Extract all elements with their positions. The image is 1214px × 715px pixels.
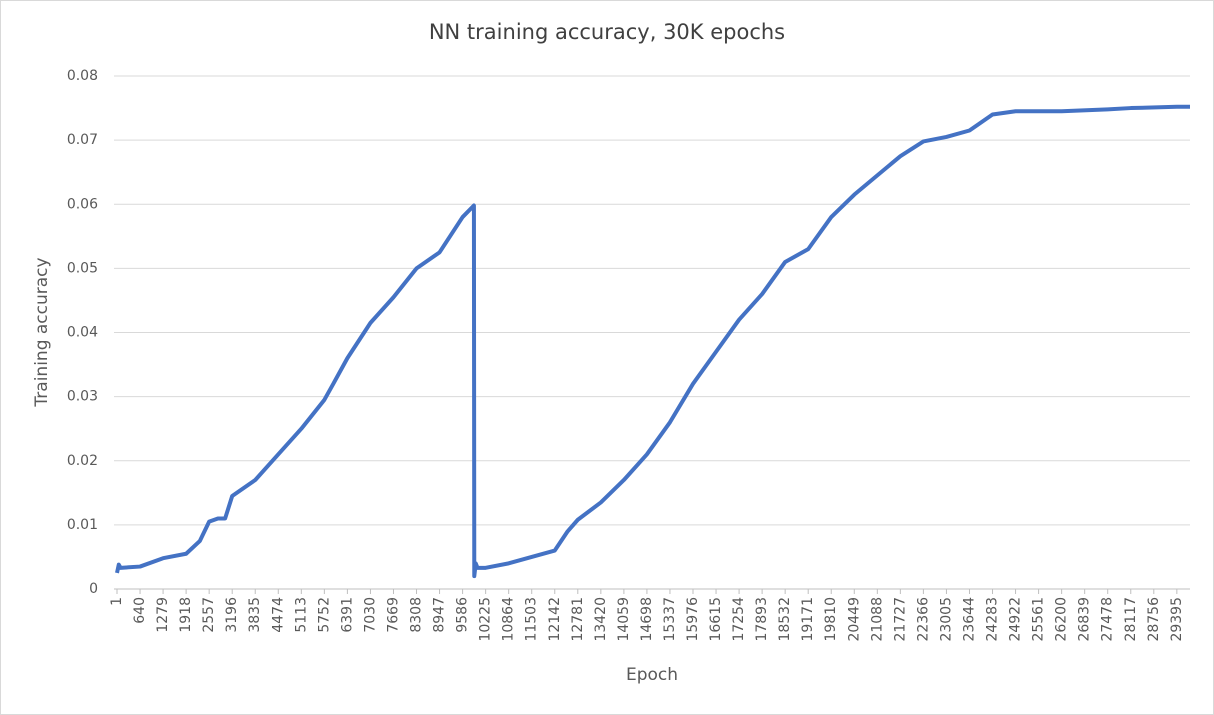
x-tick-label: 14059 (616, 597, 632, 642)
x-tick-label: 10225 (478, 597, 494, 642)
x-tick-label: 20449 (846, 597, 862, 642)
y-tick-label: 0.04 (67, 325, 98, 341)
x-tick-label: 21727 (892, 597, 908, 642)
x-tick-label: 22366 (915, 597, 931, 642)
y-tick-label: 0.02 (67, 453, 98, 469)
x-tick-label: 29395 (1169, 597, 1185, 642)
x-tick-label: 8308 (409, 597, 425, 633)
x-tick-label: 7030 (362, 597, 378, 633)
data-line (115, 104, 1190, 579)
x-tick-label: 15976 (685, 597, 701, 642)
x-tick-label: 5113 (293, 597, 309, 633)
x-tick-label: 28117 (1123, 597, 1139, 642)
x-tick-label: 14698 (639, 597, 655, 642)
x-tick-label: 18532 (777, 597, 793, 642)
x-tick-label: 9586 (455, 597, 471, 633)
x-tick-label: 11503 (524, 597, 540, 642)
x-tick-label: 3196 (224, 597, 240, 633)
x-tick-label: 1 (109, 597, 125, 606)
y-tick-label: 0.05 (67, 260, 98, 276)
x-tick-label: 19810 (823, 597, 839, 642)
chart-title: NN training accuracy, 30K epochs (429, 20, 785, 44)
y-tick-label: 0.06 (67, 196, 98, 212)
x-tick-label: 17254 (731, 597, 747, 642)
x-tick-label: 27478 (1100, 597, 1116, 642)
x-tick-label: 12142 (547, 597, 563, 642)
x-tick-label: 17893 (754, 597, 770, 642)
x-axis-title: Epoch (626, 665, 678, 685)
y-tick-label: 0.01 (67, 517, 98, 533)
x-tick-label: 3835 (247, 597, 263, 633)
x-tick-label: 6391 (339, 597, 355, 633)
x-tick-label: 25561 (1031, 597, 1047, 642)
x-tick-label: 24283 (985, 597, 1001, 642)
x-tick-label: 19171 (800, 597, 816, 642)
x-tick-label: 15337 (662, 597, 678, 642)
x-tick-label: 8947 (432, 597, 448, 633)
x-tick-label: 5752 (316, 597, 332, 633)
x-tick-label: 1918 (178, 597, 194, 633)
x-tick-label: 12781 (570, 597, 586, 642)
x-tick-label: 21088 (869, 597, 885, 642)
x-tick-label: 24922 (1008, 597, 1024, 642)
x-tick-label: 23005 (938, 597, 954, 642)
y-tick-label: 0.08 (67, 68, 98, 84)
x-tick-label: 2557 (201, 597, 217, 633)
y-tick-label: 0.07 (67, 132, 98, 148)
x-tick-label: 4474 (270, 597, 286, 633)
x-tick-label: 28756 (1146, 597, 1162, 642)
y-tick-label: 0.03 (67, 389, 98, 405)
y-axis-title: Training accuracy (32, 257, 52, 407)
x-tick-label: 13420 (593, 597, 609, 642)
x-tick-label: 640 (132, 597, 148, 624)
x-tick-label: 26839 (1077, 597, 1093, 642)
x-tick-label: 1279 (155, 597, 171, 633)
x-tick-label: 26200 (1054, 597, 1070, 642)
y-tick-label: 0 (89, 581, 98, 597)
x-tick-label: 10864 (501, 597, 517, 642)
x-tick-label: 16615 (708, 597, 724, 642)
x-tick-label: 7669 (385, 597, 401, 633)
x-tick-label: 23644 (961, 597, 977, 642)
